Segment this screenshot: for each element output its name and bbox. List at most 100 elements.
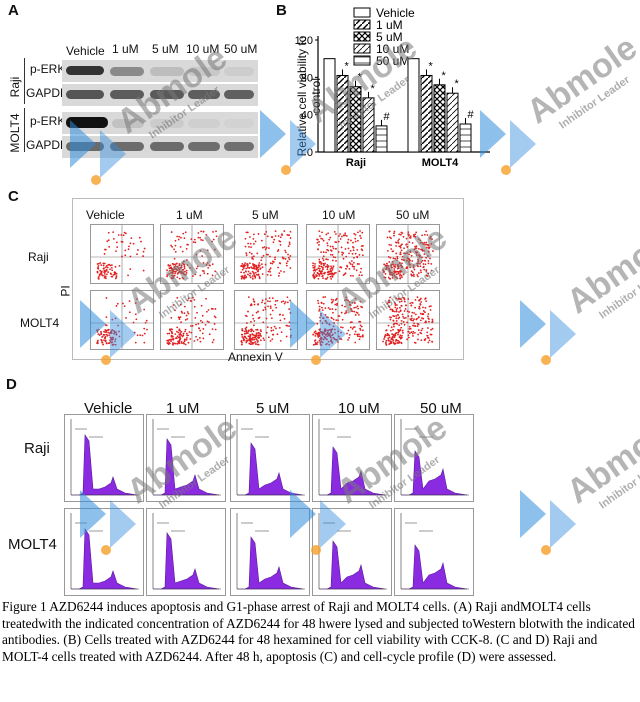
- significance-mark: *: [455, 78, 460, 90]
- blot-row-label-gapdh-raji: GAPDH: [26, 86, 69, 100]
- cycle-row-raji: Raji: [24, 440, 50, 457]
- blot-band: [224, 90, 254, 99]
- significance-mark: *: [442, 70, 447, 82]
- flow-col-1um: 1 uM: [176, 208, 203, 222]
- blot-row-label-perk-raji: p-ERK: [30, 62, 66, 76]
- cell-cycle-histogram: [312, 414, 392, 502]
- legend-label: 10 uM: [376, 42, 409, 56]
- legend-label: 1 uM: [376, 18, 403, 32]
- y-tick-label: 0: [307, 147, 313, 159]
- cell-cycle-histogram: [146, 414, 226, 502]
- watermark-logo-icon: [520, 490, 576, 555]
- flow-col-10um: 10 uM: [322, 208, 356, 222]
- bar-raji-3: [362, 97, 375, 153]
- flow-frame: [72, 198, 464, 360]
- blot-molt4-bracket: [24, 108, 25, 152]
- blot-cell-molt4: MOLT4: [8, 113, 22, 153]
- blot-band: [66, 66, 104, 75]
- cell-cycle-histogram: [230, 508, 310, 596]
- flow-plot: [376, 224, 440, 284]
- legend-label: Vehicle: [376, 6, 415, 20]
- blot-col-50um: 50 uM: [224, 42, 258, 56]
- bar-molt4-1: [420, 74, 433, 153]
- panel-c-letter: C: [8, 188, 19, 205]
- cell-cycle-histogram: [64, 508, 144, 596]
- blot-row-label-perk-molt4: p-ERK: [30, 114, 66, 128]
- bar-raji-0: [323, 58, 336, 153]
- blot-band: [188, 67, 220, 76]
- cycle-row-molt4: MOLT4: [8, 536, 57, 553]
- blot-band: [66, 117, 108, 128]
- flow-col-50um: 50 uM: [396, 208, 430, 222]
- significance-mark: *: [429, 60, 434, 72]
- significance-mark: *: [345, 60, 350, 72]
- blot-band: [66, 90, 104, 99]
- legend-swatch: [353, 55, 371, 66]
- blot-band: [224, 119, 254, 128]
- blot-band: [110, 67, 144, 76]
- blot-band: [110, 90, 144, 99]
- blot-band: [224, 142, 254, 151]
- cycle-col-5um: 5 uM: [256, 400, 290, 417]
- cycle-col-1um: 1 uM: [166, 400, 200, 417]
- blot-band: [188, 90, 220, 99]
- flow-plot: [160, 290, 224, 350]
- flow-plot: [234, 224, 298, 284]
- blot-band: [188, 142, 220, 151]
- blot-row-label-gapdh-molt4: GAPDH: [26, 138, 69, 152]
- flow-row-molt4: MOLT4: [20, 316, 60, 330]
- watermark-text: Abmole Inhibitor Leader: [520, 28, 640, 132]
- significance-mark: #: [384, 111, 391, 123]
- bar-raji-4: [375, 125, 388, 153]
- blot-col-vehicle: Vehicle: [66, 44, 105, 58]
- legend-label: 5 uM: [376, 30, 403, 44]
- panel-d-letter: D: [6, 376, 17, 393]
- figure-caption: Figure 1 AZD6244 induces apoptosis and G…: [2, 599, 635, 664]
- legend-swatch: [353, 43, 371, 54]
- flow-plot: [234, 290, 298, 350]
- watermark-logo-icon: [520, 300, 576, 365]
- cycle-col-50um: 50 uM: [420, 400, 462, 417]
- blot-band: [112, 119, 144, 128]
- watermark-text: Abmole Inhibitor Leader: [560, 218, 640, 322]
- blot-band: [188, 119, 220, 128]
- significance-mark: #: [468, 109, 475, 121]
- flow-row-raji: Raji: [28, 250, 49, 264]
- bar-molt4-3: [446, 92, 459, 153]
- significance-mark: *: [371, 83, 376, 95]
- bar-raji-1: [336, 74, 349, 153]
- blot-strip-perk-raji: [62, 60, 258, 82]
- group-label: Raji: [346, 157, 366, 169]
- flow-x-axis-annexin: Annexin V: [228, 350, 283, 364]
- blot-band: [224, 67, 254, 76]
- flow-plot: [306, 224, 370, 284]
- bar-molt4-2: [433, 84, 446, 153]
- panel-a-letter: A: [8, 2, 19, 19]
- blot-col-5um: 5 uM: [152, 42, 179, 56]
- blot-band: [150, 67, 184, 76]
- legend-swatch: [353, 31, 371, 42]
- blot-band: [110, 142, 144, 151]
- bar-raji-2: [349, 86, 362, 153]
- blot-band: [150, 90, 184, 99]
- bar-molt4-4: [459, 123, 472, 153]
- group-label: MOLT4: [422, 157, 459, 169]
- flow-col-5um: 5 uM: [252, 208, 279, 222]
- cycle-col-10um: 10 uM: [338, 400, 380, 417]
- flow-col-vehicle: Vehicle: [86, 208, 125, 222]
- blot-cell-raji: Raji: [8, 76, 22, 98]
- cell-cycle-histogram: [230, 414, 310, 502]
- blot-col-10um: 10 uM: [186, 42, 220, 56]
- flow-plot: [160, 224, 224, 284]
- watermark-text: Abmole Inhibitor Leader: [560, 408, 640, 512]
- y-tick-label: 40: [301, 110, 313, 122]
- blot-band: [150, 119, 184, 128]
- flow-y-axis-pi: PI: [58, 285, 73, 297]
- legend-swatch: [353, 7, 371, 18]
- cell-cycle-histogram: [64, 414, 144, 502]
- cell-cycle-histogram: [394, 414, 474, 502]
- cell-cycle-histogram: [312, 508, 392, 596]
- legend-swatch: [353, 19, 371, 30]
- y-tick-label: 120: [295, 35, 313, 47]
